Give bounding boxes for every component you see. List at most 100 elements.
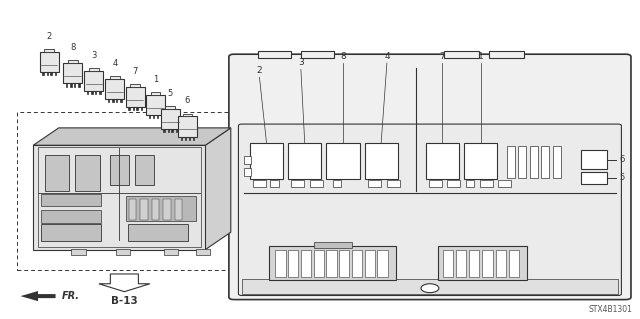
Bar	[438, 247, 527, 280]
Bar	[151, 92, 161, 94]
Text: 6: 6	[620, 155, 625, 164]
Bar	[129, 107, 130, 110]
Bar	[127, 224, 188, 241]
Text: 7: 7	[132, 67, 138, 76]
Bar	[148, 115, 150, 118]
Text: 4: 4	[384, 52, 390, 61]
Bar	[132, 107, 134, 110]
Bar	[581, 151, 607, 169]
Bar	[110, 76, 120, 79]
Bar	[310, 181, 323, 188]
Bar	[258, 51, 291, 58]
Bar	[99, 91, 100, 94]
Bar	[518, 146, 527, 178]
Bar	[368, 181, 381, 188]
Bar	[164, 249, 178, 255]
Bar	[78, 84, 79, 86]
Bar	[38, 147, 201, 248]
Bar	[109, 155, 129, 185]
Bar	[301, 51, 334, 58]
Text: 8: 8	[70, 43, 76, 52]
Bar	[112, 99, 114, 102]
Polygon shape	[99, 274, 150, 292]
Bar	[387, 181, 399, 188]
Bar	[178, 116, 197, 137]
Bar	[45, 155, 69, 191]
Bar	[175, 129, 177, 132]
Bar	[47, 72, 48, 76]
Bar	[125, 196, 196, 221]
Bar	[163, 199, 171, 219]
Bar	[301, 250, 311, 277]
Bar	[426, 143, 459, 179]
Circle shape	[421, 284, 439, 293]
Bar	[41, 210, 101, 223]
FancyBboxPatch shape	[239, 124, 621, 295]
Bar	[242, 279, 618, 294]
Bar	[480, 181, 493, 188]
Bar	[314, 242, 352, 248]
Bar	[189, 137, 190, 140]
Bar	[333, 181, 341, 188]
Bar	[469, 250, 479, 277]
Bar	[42, 72, 44, 76]
Bar	[443, 250, 453, 277]
Bar	[291, 181, 304, 188]
Bar	[63, 63, 83, 84]
Bar	[54, 72, 56, 76]
Bar	[509, 250, 519, 277]
Bar	[326, 143, 360, 179]
Bar	[314, 250, 324, 277]
Bar	[326, 250, 337, 277]
Bar	[196, 249, 210, 255]
Bar	[152, 199, 159, 219]
Bar	[185, 137, 186, 140]
Bar	[270, 181, 278, 188]
Text: 6: 6	[185, 96, 190, 105]
Bar	[153, 115, 154, 118]
Text: STX4B1301: STX4B1301	[588, 305, 632, 314]
Text: 1: 1	[477, 52, 483, 61]
Bar	[447, 181, 460, 188]
Text: 1: 1	[153, 75, 158, 84]
Bar	[161, 115, 163, 118]
Bar	[51, 72, 52, 76]
Text: 4: 4	[112, 59, 117, 68]
Bar	[87, 91, 88, 94]
Text: B-13: B-13	[111, 296, 138, 307]
Bar	[108, 99, 109, 102]
Polygon shape	[33, 128, 231, 145]
Text: 7: 7	[440, 52, 445, 61]
Bar	[498, 181, 511, 188]
Bar	[17, 112, 234, 270]
Bar	[172, 129, 173, 132]
Bar	[95, 91, 97, 94]
Bar	[175, 199, 182, 219]
Bar	[41, 194, 101, 206]
Bar	[182, 114, 192, 116]
Bar	[140, 199, 148, 219]
Bar	[141, 107, 142, 110]
Bar	[116, 99, 118, 102]
Bar	[89, 68, 99, 71]
Bar	[168, 129, 169, 132]
Bar	[66, 84, 67, 86]
Bar	[91, 91, 93, 94]
Bar	[105, 79, 124, 99]
Bar	[146, 94, 165, 115]
Bar	[161, 109, 180, 129]
Bar	[552, 146, 561, 178]
Bar	[464, 143, 497, 179]
Bar	[541, 146, 549, 178]
Bar	[444, 51, 479, 58]
Bar	[507, 146, 515, 178]
Bar	[129, 199, 136, 219]
Bar	[166, 106, 175, 109]
Bar	[135, 155, 154, 185]
Bar	[456, 250, 467, 277]
Bar	[489, 51, 524, 58]
Bar	[157, 115, 158, 118]
Bar	[288, 250, 298, 277]
Text: 5: 5	[620, 173, 625, 182]
Bar	[72, 249, 86, 255]
